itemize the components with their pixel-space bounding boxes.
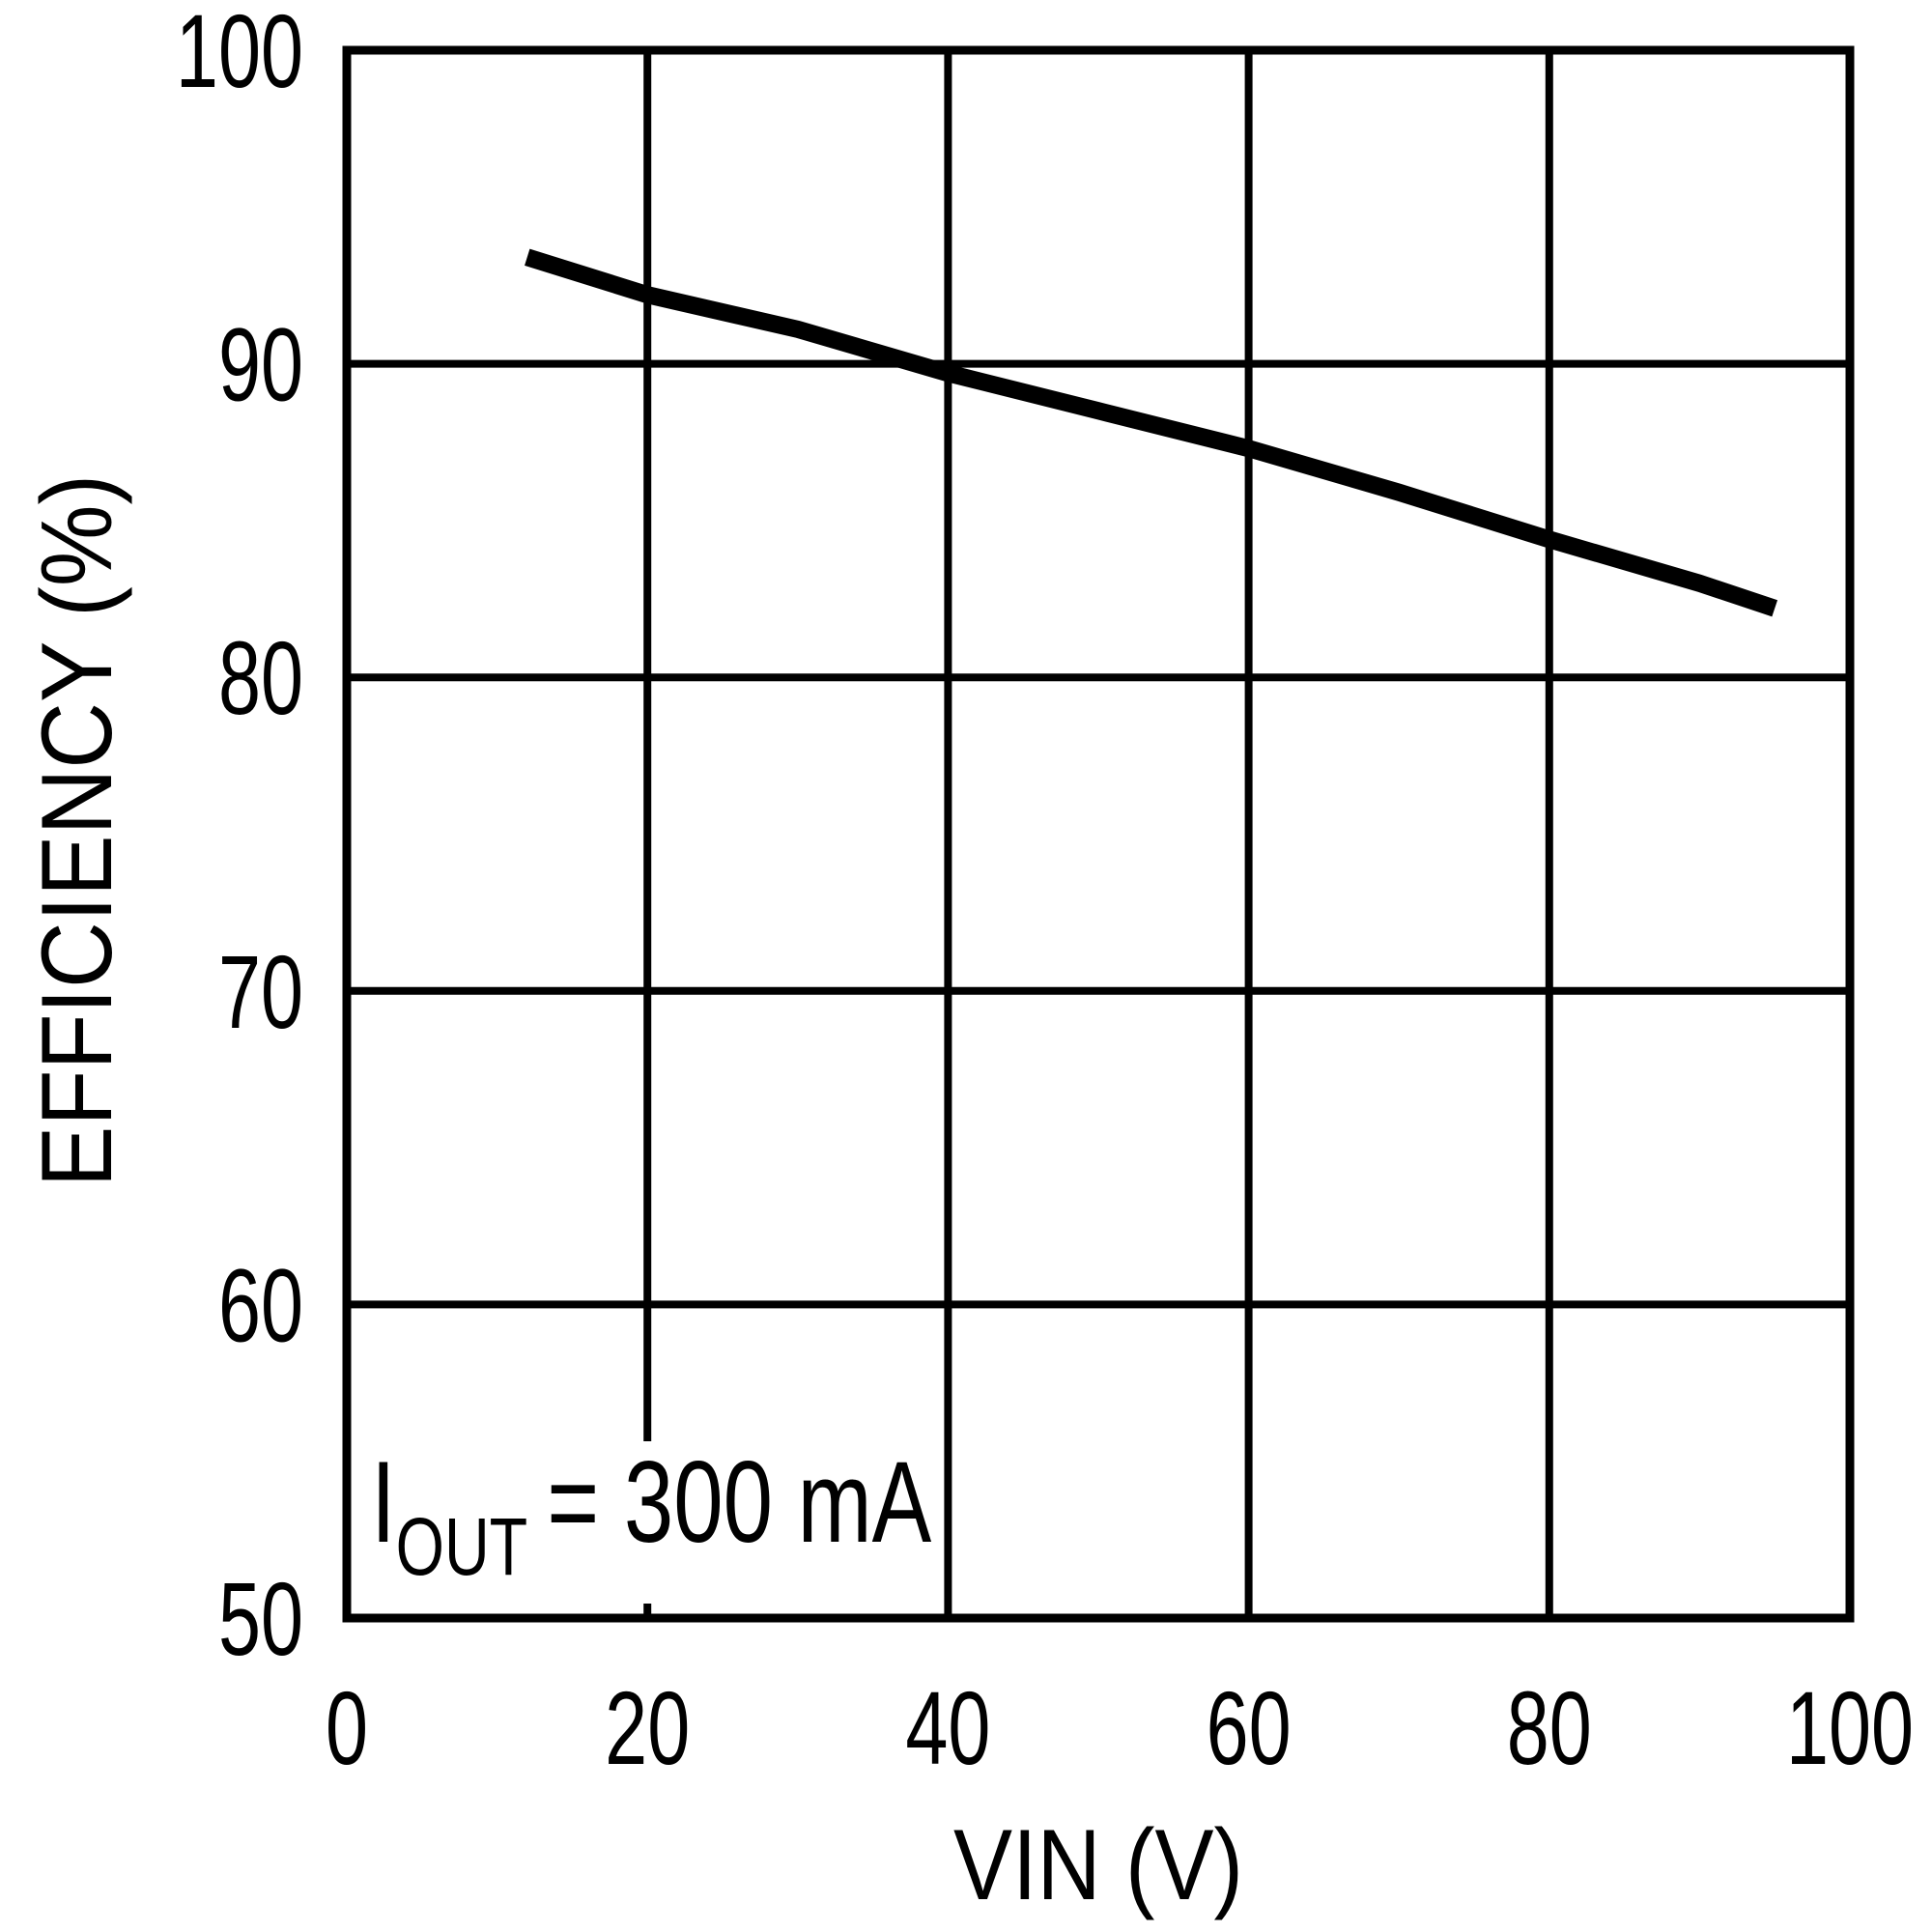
annotation-iout: IOUT = 300 mA [359,1436,941,1604]
annotation-label: IOUT = 300 mA [371,1436,932,1592]
x-tick-label: 40 [905,1670,990,1787]
y-tick-label: 100 [176,0,303,110]
annotation-background [359,1441,941,1604]
x-tick-label: 0 [326,1670,368,1787]
y-tick-label: 50 [218,1561,303,1678]
efficiency-curve [525,248,1778,617]
y-tick-label: 70 [218,934,303,1051]
y-tick-label: 90 [218,307,303,424]
plot-area [347,50,1850,1618]
x-tick-label: 60 [1207,1670,1292,1787]
y-tick-label: 60 [218,1247,303,1364]
y-tick-label: 80 [218,620,303,737]
x-axis-tick-labels: 0 20 40 60 80 100 [326,1670,1914,1787]
y-axis-tick-labels: 100 90 80 70 60 50 [176,0,303,1678]
y-axis-title: EFFICIENCY (%) [21,474,133,1187]
x-tick-label: 80 [1507,1670,1592,1787]
x-axis-title: VIN (V) [953,1808,1243,1921]
x-tick-label: 20 [605,1670,690,1787]
x-tick-label: 100 [1786,1670,1914,1787]
plot-border [342,45,1855,1623]
